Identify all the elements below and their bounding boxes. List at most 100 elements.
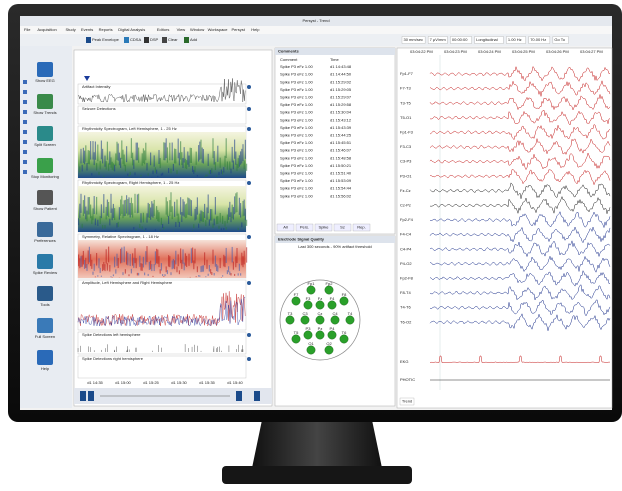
- spectrogram-stripe: [214, 219, 215, 226]
- sidebar-icon[interactable]: [37, 286, 53, 301]
- spectrogram-stripe: [163, 142, 164, 160]
- spectrogram-stripe: [229, 161, 230, 169]
- spectrogram-stripe: [157, 210, 158, 221]
- sidebar-icon[interactable]: [37, 222, 53, 237]
- trend-info-icon: [247, 181, 251, 185]
- spectrogram-stripe: [221, 277, 222, 278]
- comment-time: d1 15:44:25: [330, 132, 352, 137]
- eeg-time: 03:04:23 PM: [444, 49, 467, 54]
- spectrogram-stripe: [101, 204, 102, 218]
- comment-text: Spike P3 eFz 1.00: [280, 186, 313, 191]
- spectrogram-stripe: [168, 216, 169, 224]
- spectrogram-stripe: [181, 212, 182, 222]
- electrode: [316, 316, 324, 324]
- spectrogram-stripe: [242, 144, 243, 161]
- spectrogram-stripe: [172, 143, 173, 161]
- eeg-time: 03:04:25 PM: [512, 49, 535, 54]
- sidebar-icon[interactable]: [37, 62, 53, 77]
- sidebar-mini-icon: [23, 130, 27, 134]
- spectrogram-stripe: [193, 170, 194, 174]
- sidebar-icon[interactable]: [37, 158, 53, 173]
- spectrogram-stripe: [90, 254, 91, 266]
- electrode: [307, 286, 315, 294]
- sidebar-icon[interactable]: [37, 350, 53, 365]
- sidebar-label: Split Screen: [34, 142, 56, 147]
- spectrogram-stripe: [96, 253, 97, 265]
- spectrogram-stripe: [92, 208, 93, 220]
- spectrogram-stripe: [122, 150, 123, 164]
- spectrogram-stripe: [185, 204, 186, 218]
- comments-tab-label: Pers.: [300, 225, 309, 230]
- spectrogram-stripe: [91, 216, 92, 224]
- spectrogram-stripe: [205, 175, 206, 177]
- spectrogram-stripe: [138, 194, 139, 213]
- sidebar-icon[interactable]: [37, 190, 53, 205]
- spectrogram-stripe: [164, 143, 165, 161]
- spectrogram-stripe: [83, 251, 84, 265]
- spectrogram-stripe: [119, 153, 120, 166]
- spectrogram-stripe: [198, 145, 199, 161]
- spectrogram-stripe: [194, 166, 195, 172]
- spectrogram-stripe: [138, 273, 139, 276]
- playback-button[interactable]: [80, 391, 86, 401]
- sidebar-label: Show Trends: [33, 110, 56, 115]
- eeg-panel: [397, 48, 612, 408]
- trend-label: Symmetry, Relative Spectrogram, 1 - 18 H…: [82, 234, 159, 239]
- sidebar-icon[interactable]: [37, 254, 53, 269]
- spectrogram-stripe: [180, 197, 181, 214]
- spectrogram-stripe: [228, 208, 229, 220]
- spectrogram-stripe: [223, 228, 224, 230]
- spectrogram-stripe: [167, 147, 168, 162]
- spectrogram-stripe: [116, 142, 117, 160]
- spectrogram-stripe: [124, 247, 125, 263]
- spectrogram-stripe: [95, 276, 96, 277]
- spectrogram-stripe: [96, 197, 97, 215]
- spectrogram-stripe: [134, 194, 135, 213]
- spectrogram-stripe: [227, 161, 228, 169]
- spectrogram-stripe: [164, 274, 165, 276]
- spectrogram-stripe: [86, 211, 87, 222]
- channel-label: F3-C3: [400, 144, 412, 149]
- electrode: [304, 301, 312, 309]
- sidebar-icon[interactable]: [37, 94, 53, 109]
- spectrogram-stripe: [89, 247, 90, 263]
- spectrogram-stripe: [84, 260, 85, 269]
- spectrogram-stripe: [181, 260, 182, 269]
- spectrogram-stripe: [233, 261, 234, 269]
- playback-button[interactable]: [254, 391, 260, 401]
- menu-item: Acquisition: [37, 27, 56, 32]
- toolbar-icon: [162, 37, 167, 43]
- window-title: Persyst - Trend: [302, 18, 329, 23]
- comments-title: Comments: [278, 49, 299, 54]
- spectrogram-stripe: [134, 248, 135, 263]
- menu-item: Window: [190, 27, 204, 32]
- spectrogram-stripe: [176, 199, 177, 215]
- spectrogram-stripe: [146, 213, 147, 222]
- sidebar-icon[interactable]: [37, 318, 53, 333]
- playback-button[interactable]: [88, 391, 94, 401]
- toolbar-field-text: 7 μV/mm: [430, 37, 447, 42]
- comment-time: d1 15:29:05: [330, 87, 352, 92]
- channel-label: T4-T6: [400, 305, 411, 310]
- spectrogram-stripe: [188, 198, 189, 215]
- playback-button[interactable]: [236, 391, 242, 401]
- sidebar-label: Show EEG: [35, 78, 55, 83]
- spectrogram-stripe: [203, 265, 204, 271]
- spectrogram-stripe: [146, 246, 147, 262]
- comments-tab-label: Spike: [318, 225, 329, 230]
- spectrogram-stripe: [143, 257, 144, 268]
- spectrogram-stripe: [150, 153, 151, 166]
- spectrogram-stripe: [98, 258, 99, 268]
- toolbar-button: DSP: [150, 37, 159, 42]
- spectrogram-stripe: [137, 143, 138, 161]
- spectrogram-stripe: [152, 276, 153, 277]
- toolbar-icon: [86, 37, 91, 43]
- sidebar-label: Preferences: [34, 238, 56, 243]
- menu-item: View: [177, 27, 186, 32]
- spectrogram-stripe: [209, 219, 210, 225]
- sidebar-icon[interactable]: [37, 126, 53, 141]
- spectrogram-stripe: [90, 205, 91, 219]
- spectrogram-stripe: [215, 256, 216, 267]
- spectrogram-stripe: [220, 158, 221, 168]
- comment-text: Spike P3 eFz 1.00: [280, 117, 313, 122]
